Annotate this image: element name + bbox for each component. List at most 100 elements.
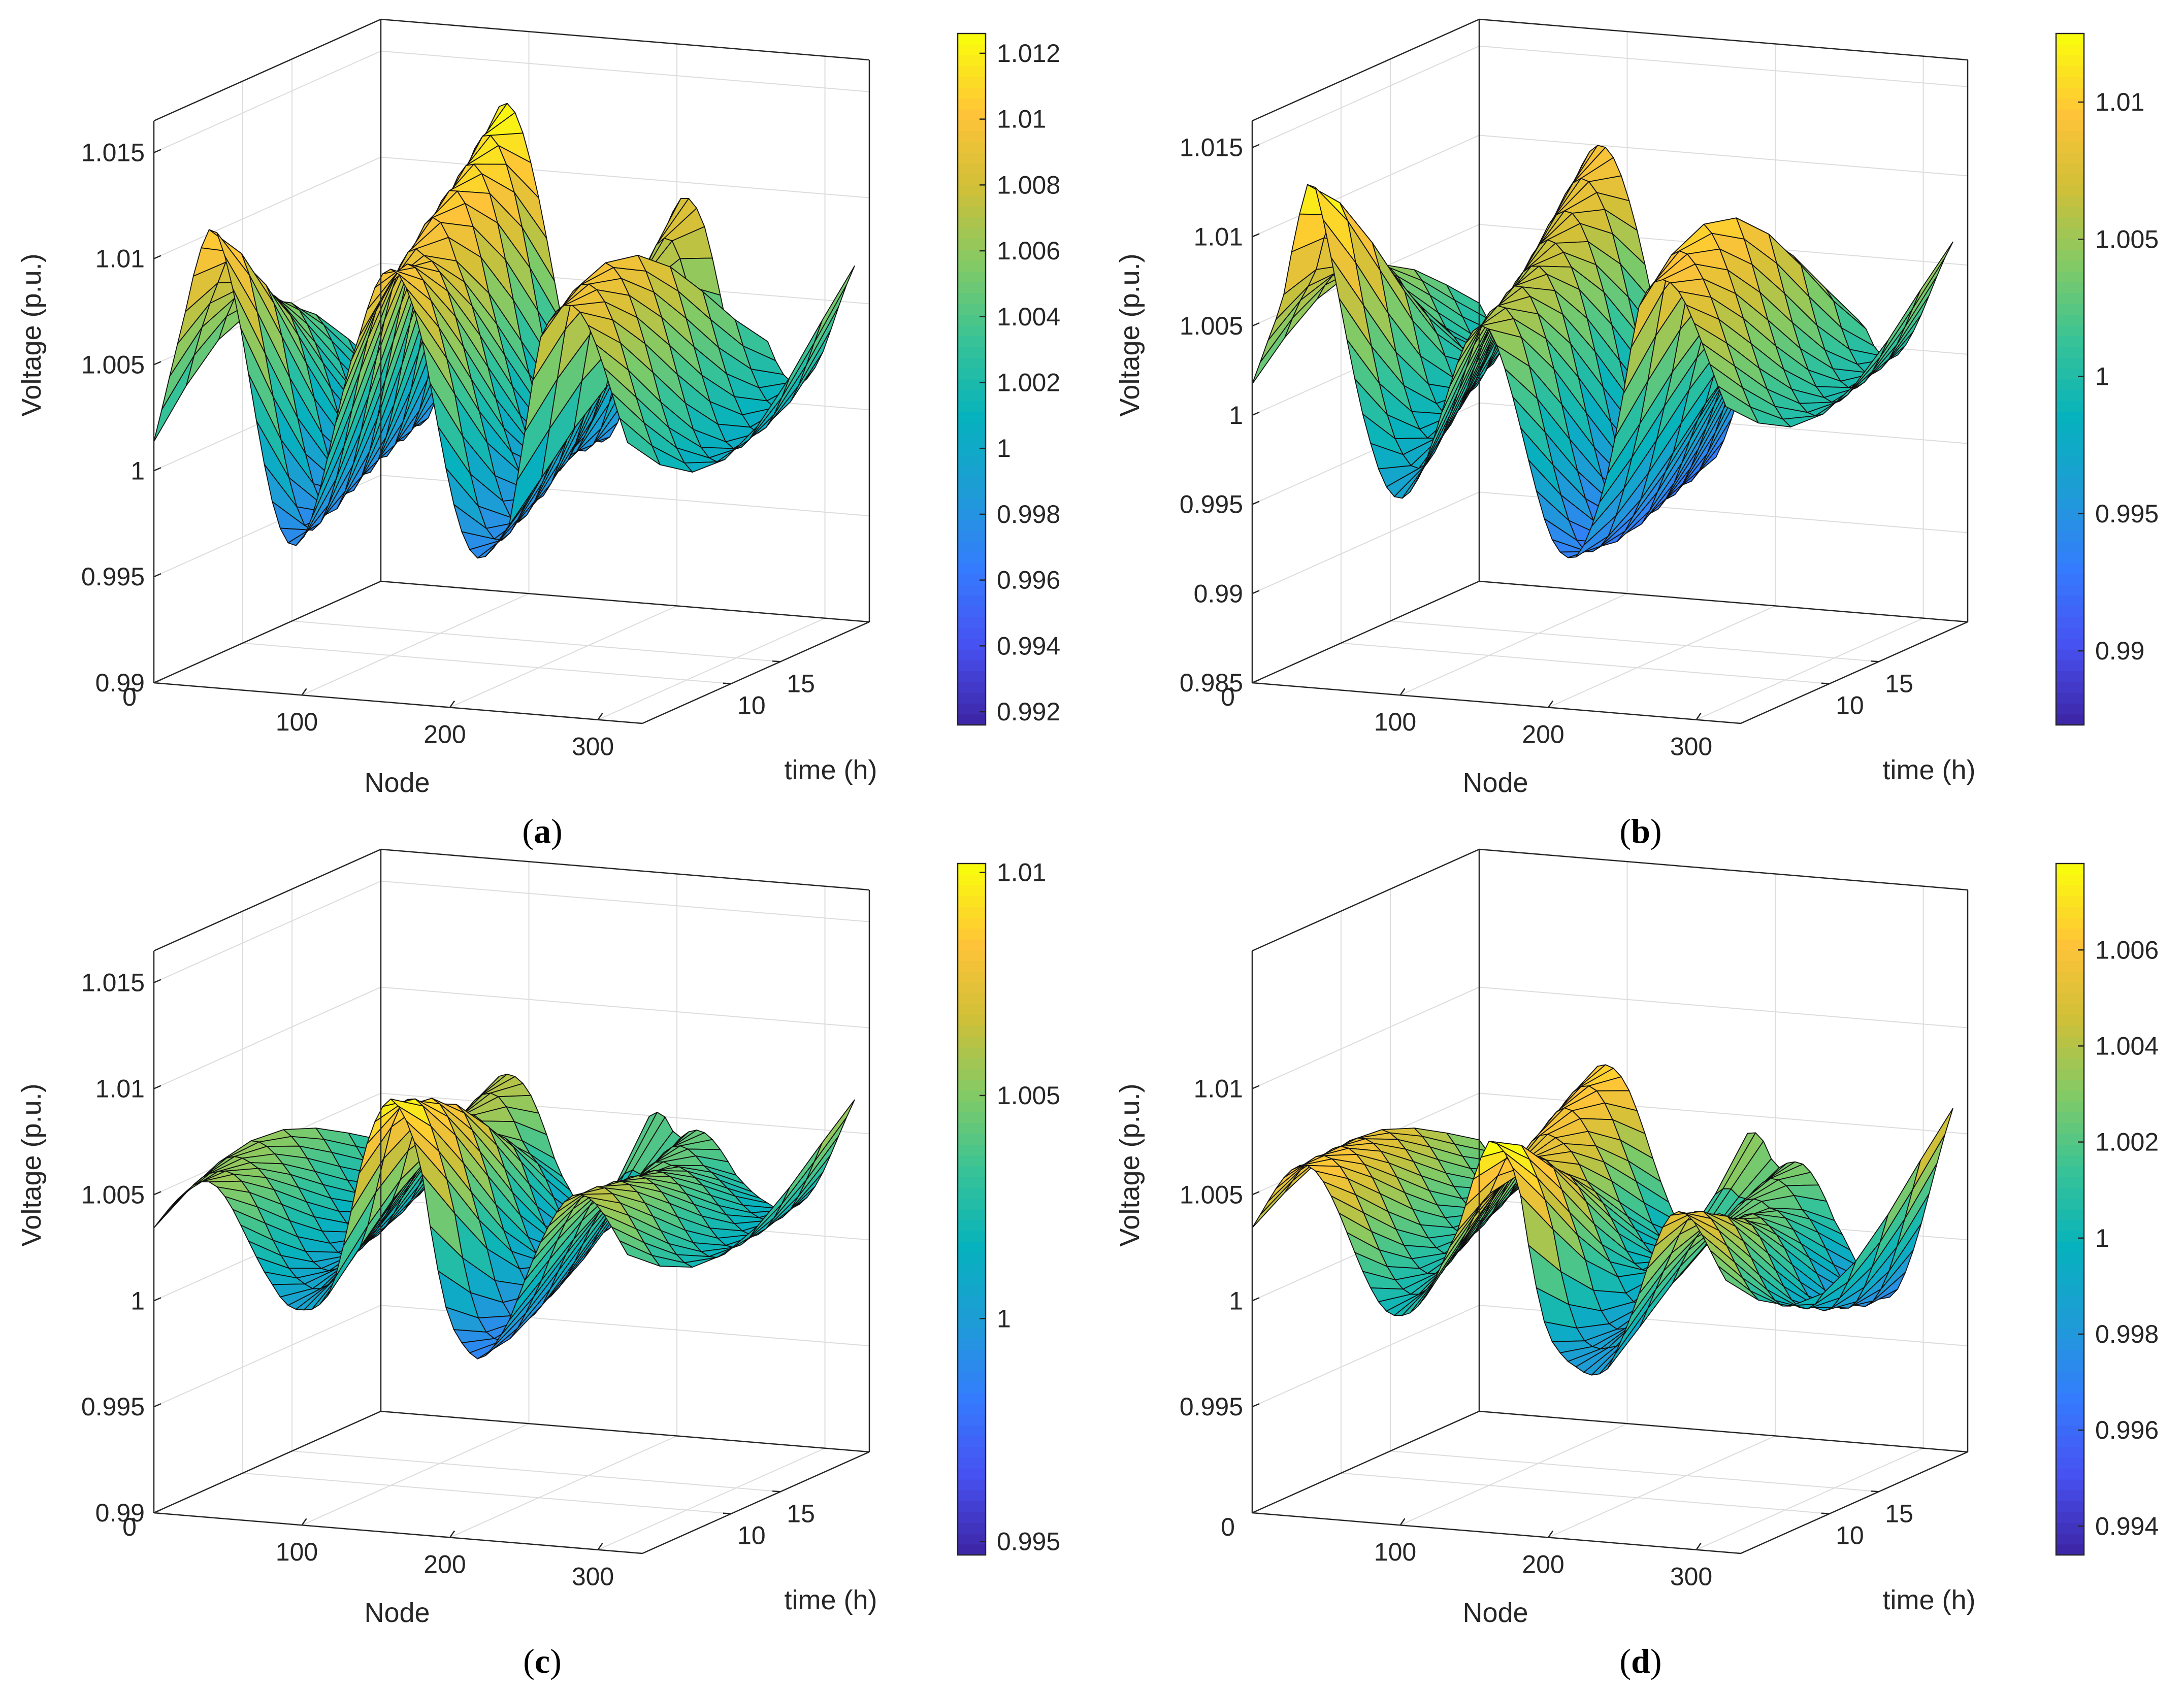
panel-b-colorbar-segment [2056,584,2084,596]
panel-a-colorbar-tick-label-5: 1.002 [997,368,1060,396]
panel-b-colorbar-segment [2056,411,2084,423]
panel-d-colorbar-segment [2056,1274,2084,1285]
panel-b-z-ticks: 0.985 0.99 0.995 1 1.005 1.01 1.015 [1180,134,1260,697]
panel-a-box-edge-8 [380,18,870,61]
panel-a-colorbar-segment [958,498,986,509]
panel-c-colorbar-segment [958,1144,986,1156]
panel-c-x-tick-mark-1 [301,1518,307,1526]
panel-b-x-tick-mark-1 [1399,688,1406,695]
panel-a-colorbar-tick-label-10: 1.012 [997,39,1060,68]
panel-d-colorbar-segment [2056,1339,2084,1350]
panel-a-colorbar-segment [958,120,986,131]
panel-d-y-tick-label-0: 10 [1836,1521,1864,1550]
panel-a-colorbar-segment [958,433,986,445]
panel-c-colorbar-segment [958,1490,986,1502]
panel-d-colorbar-segment [2056,1360,2084,1372]
panel-a-colorbar-segment [958,217,986,228]
panel-a-colorbar-segment [958,174,986,185]
panel-b-colorbar-segment [2056,660,2084,672]
panel-b-colorbar-segment [2056,260,2084,272]
panel-a-z-axis-label: Voltage (p.u.) [16,253,47,416]
panel-a-surface-patch [798,306,839,386]
panel-d-colorbar-segment [2056,1284,2084,1296]
panel-d-colorbar-tick-label-0: 0.994 [2095,1512,2159,1540]
panel-a-z-tick-label-3: 1.005 [81,350,145,379]
panel-d-box-edge-1 [1740,1451,1968,1554]
panel-c-box-edge-3 [380,1410,870,1453]
panel-b-colorbar-segment [2056,271,2084,283]
panel-c-colorbar-segment [958,993,986,1005]
panel-a-y-tick-label-0: 10 [737,691,766,720]
panel-b-colorbar-segment [2056,163,2084,175]
panel-d-colorbar-segment [2056,885,2084,897]
panel-d-colorbar-segment [2056,1058,2084,1069]
panel-b-colorbar-segment [2056,552,2084,564]
panel-c-colorbar-segment [958,1025,986,1037]
panel-b-z-tick-label-2: 0.995 [1180,490,1243,519]
panel-a-caption: (a) [522,812,562,850]
panel-b-colorbar-segment [2056,120,2084,131]
panel-b-box [1251,18,1969,724]
panel-b-surface-patch [1912,241,1953,310]
panel-c-colorbar-segment [958,939,986,950]
panel-b-z-tick-mark-1 [1252,590,1260,594]
panel-d-colorbar-segment [2056,928,2084,940]
panel-a-z-tick-label-4: 1.01 [95,245,145,273]
panel-c-colorbar-segment [958,1533,986,1545]
panel-b-box-edge-1 [1740,621,1968,724]
panel-b-colorbar-segment [2056,390,2084,402]
panel-d-x-tick-label-1: 100 [1374,1538,1416,1566]
panel-b-box-edge-7 [1252,18,1480,122]
panel-d-colorbar-segment [2056,1263,2084,1275]
panel-c-x-tick-label-0: 0 [122,1513,137,1541]
panel-b-colorbar-frame [2055,32,2085,726]
panel-b-z-tick-mark-5 [1252,233,1260,238]
panel-d-colorbar-segment [2056,1404,2084,1415]
panel-b-surface-patch [1904,257,1946,328]
panel-a-colorbar-frame [957,32,987,726]
panel-d-colorbar-segment [2056,1177,2084,1188]
panel-d-colorbar-segment [2056,1004,2084,1015]
panel-c-surface-patch [619,1240,661,1267]
panel-d-x-tick-label-0: 0 [1221,1513,1235,1541]
panel-c-colorbar-segment [958,1090,986,1102]
panel-c-colorbar-segment [958,1284,986,1296]
panel-a-box-edge-7 [153,18,381,122]
panel-c-zgrid-0 [153,1410,870,1513]
panel-c-colorbar-segment [958,950,986,962]
panel-c-z-tick-label-0: 0.99 [95,1499,145,1527]
panel-a-colorbar-segment [958,627,986,639]
panel-a-colorbar: 0.992 0.994 0.996 0.998 1 1.002 1.004 1.006 1.00… [957,32,1060,726]
panel-a-colorbar-segment [958,152,986,163]
panel-d-colorbar-tick-label-1: 0.996 [2095,1416,2159,1444]
panel-c-box-edge-1 [642,1451,870,1554]
panel-b-x-tick-mark-2 [1548,700,1554,708]
panel-a-colorbar-segment [958,228,986,239]
panel-c-colorbar-segment [958,1404,986,1415]
panel-c-z-tick-label-5: 1.015 [81,969,145,997]
panel-c-colorbar-segment [958,960,986,972]
panel-c-colorbar-segment [958,1468,986,1480]
panel-b-colorbar-segment [2056,141,2084,153]
panel-d-x-tick-mark-1 [1399,1518,1406,1526]
panel-d-z-ticks: 0.995 1 1.005 1.01 [1180,1075,1260,1421]
panel-c-colorbar-segment [958,1511,986,1523]
panel-a-colorbar-segment [958,77,986,88]
panel-c-colorbar-segment [958,1198,986,1210]
panel-c-z-tick-mark-0 [153,1509,161,1514]
panel-c-colorbar-segment [958,885,986,897]
panel-c-colorbar-segment [958,1014,986,1026]
panel-c-z-tick-mark-4 [153,1085,161,1089]
panel-a-colorbar-segment [958,65,986,77]
panel-d-colorbar-segment [2056,1393,2084,1404]
panel-c-caption: (c) [523,1642,562,1680]
panel-d-colorbar-segment [2056,1414,2084,1426]
panel-b-zgrid-0 [1252,580,1968,683]
panel-a-colorbar-segment [958,487,986,499]
panel-a-colorbar-segment [958,422,986,434]
panel-d-box-edge-8 [1479,848,1968,891]
panel-a-colorbar-segment [958,379,986,390]
panel-d-colorbar-segment [2056,1317,2084,1329]
panel-a-colorbar-segment [958,617,986,628]
panel-d-colorbar-segment [2056,1306,2084,1318]
